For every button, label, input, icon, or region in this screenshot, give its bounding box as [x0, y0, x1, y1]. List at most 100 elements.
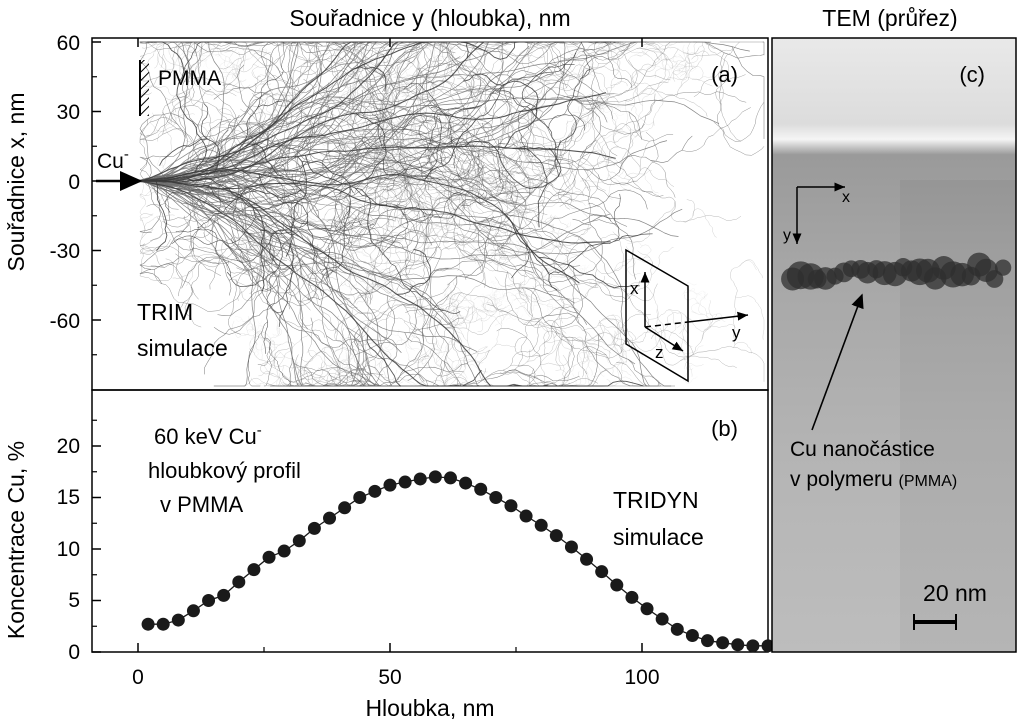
- ion-trajectory: [139, 239, 171, 268]
- ion-trajectory: [413, 171, 416, 173]
- ion-trajectory: [546, 303, 553, 309]
- ion-trajectory: [260, 383, 267, 387]
- ion-trajectory: [352, 76, 355, 79]
- ion-trajectory: [513, 298, 516, 300]
- ion-trajectory: [452, 307, 470, 318]
- ion-trajectory: [559, 46, 570, 49]
- top-axis-title: Souřadnice y (hloubka), nm: [289, 5, 570, 31]
- ion-trajectory: [607, 173, 613, 200]
- ion-trajectory: [581, 270, 585, 273]
- ion-trajectory: [343, 106, 372, 119]
- ion-trajectory: [523, 305, 531, 318]
- ion-trajectory: [628, 359, 675, 387]
- ion-trajectory: [549, 301, 552, 303]
- ion-trajectory: [686, 376, 698, 384]
- ion-trajectory: [235, 51, 245, 90]
- ion-trajectory: [529, 259, 570, 280]
- ion-trajectory: [194, 122, 218, 159]
- ion-trajectory: [436, 344, 455, 363]
- ion-trajectory: [625, 109, 627, 112]
- ion-trajectory: [421, 170, 430, 176]
- ion-trajectory: [398, 197, 402, 201]
- ion-trajectory: [522, 320, 528, 323]
- ion-trajectory: [615, 105, 618, 109]
- ion-trajectory: [535, 303, 536, 305]
- ion-trajectory: [667, 68, 673, 74]
- ion-trajectory: [637, 311, 649, 342]
- ion-trajectory: [430, 162, 436, 169]
- ion-trajectory: [405, 81, 421, 95]
- ion-trajectory: [444, 199, 471, 250]
- ion-trajectory: [598, 349, 625, 376]
- ion-trajectory: [468, 349, 491, 362]
- ion-trajectory: [582, 94, 610, 112]
- ion-trajectory: [457, 117, 530, 188]
- ion-trajectory: [561, 231, 568, 234]
- ion-trajectory: [358, 76, 361, 79]
- ion-trajectory: [459, 307, 478, 325]
- ion-trajectory: [700, 300, 702, 303]
- ion-trajectory: [336, 58, 388, 80]
- ion-trajectory: [157, 96, 189, 142]
- ion-trajectory: [371, 309, 436, 345]
- ion-trajectory: [504, 180, 544, 211]
- ion-trajectory: [494, 292, 496, 294]
- ion-trajectory: [491, 141, 621, 199]
- ion-trajectory: [672, 55, 687, 69]
- ion-trajectory: [575, 113, 583, 118]
- ion-trajectory: [522, 320, 526, 322]
- ion-trajectory: [407, 191, 409, 193]
- ion-trajectory: [451, 179, 467, 186]
- ion-trajectory: [643, 174, 659, 194]
- ion-trajectory: [577, 159, 621, 167]
- ion-trajectory: [504, 310, 512, 318]
- ion-trajectory: [481, 175, 506, 192]
- ion-trajectory: [561, 364, 576, 380]
- ion-trajectory: [358, 288, 398, 346]
- ion-trajectory: [310, 95, 363, 121]
- ion-trajectory: [413, 351, 448, 364]
- ion-trajectory: [580, 123, 591, 140]
- ion-trajectory: [447, 107, 470, 155]
- ion-trajectory: [507, 206, 524, 258]
- ion-trajectory: [446, 298, 459, 309]
- ion-trajectory: [733, 259, 763, 279]
- ion-trajectory: [139, 179, 256, 387]
- ion-trajectory: [528, 218, 603, 284]
- ion-trajectory: [165, 90, 190, 101]
- ion-trajectory: [563, 94, 583, 149]
- ion-trajectory: [257, 228, 262, 234]
- ion-trajectory: [406, 192, 408, 194]
- ion-trajectory: [416, 177, 422, 184]
- ion-trajectory: [580, 66, 622, 87]
- ion-trajectory: [350, 89, 356, 122]
- ion-trajectory: [336, 358, 354, 372]
- ion-trajectory: [641, 42, 667, 95]
- ion-trajectory: [611, 117, 630, 134]
- ion-trajectory: [418, 141, 428, 182]
- ion-trajectory: [241, 274, 259, 301]
- ion-trajectory: [718, 346, 765, 382]
- ion-trajectory: [444, 317, 466, 368]
- ion-trajectory: [539, 337, 574, 366]
- ion-trajectory: [300, 346, 341, 372]
- ion-trajectory: [422, 72, 440, 117]
- ion-trajectory: [422, 352, 427, 362]
- ion-trajectory: [613, 103, 616, 108]
- ion-trajectory: [352, 71, 355, 77]
- ion-trajectory: [451, 359, 484, 370]
- ion-trajectory: [139, 114, 193, 143]
- ion-trajectory: [319, 111, 354, 124]
- ion-trajectory: [490, 294, 500, 300]
- ion-trajectory: [493, 281, 497, 284]
- ion-trajectory: [495, 300, 497, 302]
- ion-trajectory: [214, 42, 219, 50]
- ion-trajectory: [157, 156, 163, 166]
- ion-trajectory: [269, 357, 314, 369]
- ion-trajectory: [583, 135, 693, 181]
- ion-trajectory: [632, 327, 662, 352]
- ion-trajectory: [346, 137, 393, 162]
- ion-trajectory: [344, 70, 371, 100]
- ion-trajectory: [255, 246, 261, 249]
- ion-trajectory: [182, 42, 203, 54]
